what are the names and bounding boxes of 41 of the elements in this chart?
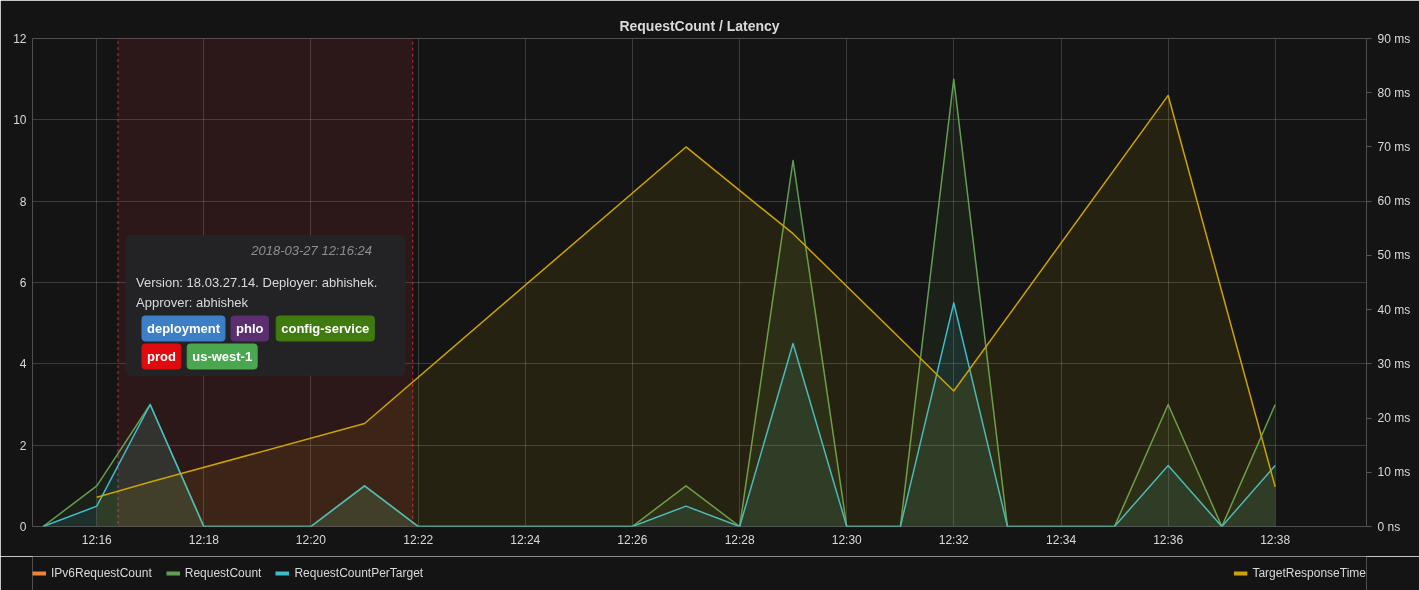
chart-title: RequestCount / Latency [619,17,780,34]
annotation: phlo [236,321,264,336]
y2-tick-label: 30 ms [1377,356,1411,371]
x-tick-label: 12:22 [403,532,434,547]
legend-label: RequestCountPerTarget [294,566,424,580]
x-tick-label: 12:32 [938,532,970,547]
legend-label: RequestCount [184,566,262,580]
x-tick-label: 12:28 [724,532,756,547]
annotation: 2018-03-27 12:16:24 [250,243,373,258]
y2-tick-label: 60 ms [1377,194,1411,209]
y2-tick-label: 50 ms [1377,248,1411,263]
y-tick-label: 4 [19,357,27,372]
y2-tick-label: 40 ms [1377,302,1411,317]
y2-tick-label: 20 ms [1377,411,1411,426]
annotation: prod [147,349,176,364]
y2-tick-label: 80 ms [1377,85,1411,100]
y-tick-label: 8 [19,194,27,209]
x-tick-label: 12:20 [295,532,327,547]
y2-tick-label: 10 ms [1377,465,1411,480]
y-tick-label: 6 [19,276,27,290]
y-tick-label: 2 [19,438,27,453]
x-tick-label: 12:36 [1153,532,1184,547]
x-tick-label: 12:16 [81,532,113,547]
y2-tick-label: 0 ns [1377,519,1401,534]
band-label: Version: 18.03.27.14. Deployer: abhishek. Approver: abhishek [136,274,378,310]
x-tick-label: 12:34 [1046,532,1077,547]
x-tick-label: 12:30 [831,532,863,547]
legend-label: IPv6RequestCount [51,566,152,580]
y-tick-label: 0 [19,520,27,534]
y2-tick-label: 90 ms [1377,31,1411,46]
x-tick-label: 12:18 [188,532,220,547]
x-tick-label: 12:38 [1260,532,1291,547]
y-tick-label: 12 [13,32,27,46]
y-tick-label: 10 [13,113,27,128]
annotation: config-service [281,321,370,336]
x-tick-label: 12:26 [617,532,648,547]
annotation: us-west-1 [192,349,253,364]
legend-label: TargetResponseTime [1252,566,1366,580]
y2-tick-label: 70 ms [1377,139,1411,154]
annotation: deployment [147,321,221,336]
x-tick-label: 12:24 [510,532,541,547]
